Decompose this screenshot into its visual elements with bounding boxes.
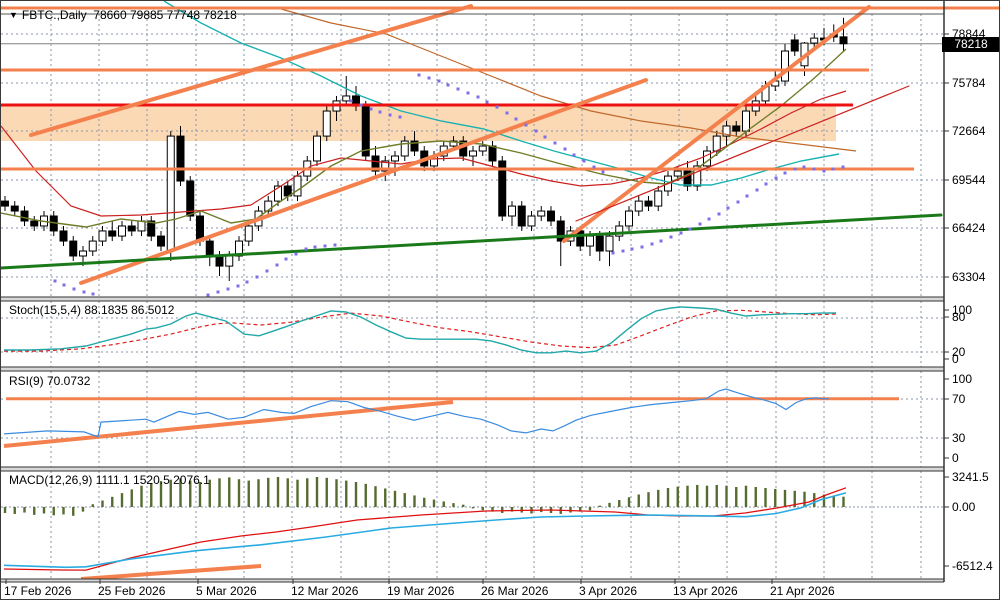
pane-frames [1, 1, 945, 583]
ma-red-line [1, 90, 847, 217]
svg-text:80: 80 [952, 310, 966, 324]
svg-text:3 Apr 2026: 3 Apr 2026 [579, 584, 637, 598]
svg-text:0: 0 [952, 352, 959, 366]
svg-text:17 Feb 2026: 17 Feb 2026 [4, 584, 72, 598]
svg-text:21 Apr 2026: 21 Apr 2026 [770, 584, 835, 598]
svg-text:-6512.4: -6512.4 [952, 559, 993, 573]
svg-text:12 Mar 2026: 12 Mar 2026 [291, 584, 359, 598]
macd-pane [3, 477, 847, 581]
svg-text:30: 30 [952, 431, 966, 445]
resistance-zone-band [1, 105, 836, 141]
chart-title: ▼ FBTC.,Daily 78660 79885 77748 78218 [9, 8, 237, 22]
svg-text:100: 100 [952, 303, 972, 317]
svg-text:100: 100 [952, 372, 972, 386]
stoch-k-line [4, 306, 837, 354]
ohlc-readout: 78660 79885 77748 78218 [93, 8, 237, 22]
svg-text:3241.5: 3241.5 [952, 470, 989, 484]
date-axis: 17 Feb 2026 25 Feb 2026 5 Mar 2026 12 Mar 2… [4, 579, 835, 598]
svg-text:5 Mar 2026: 5 Mar 2026 [196, 584, 257, 598]
rsi-pane [3, 388, 899, 448]
price-axis: 7884475784726646954466424633041008020010… [944, 27, 993, 573]
grid-lines [1, 14, 944, 579]
symbol-period-label: FBTC.,Daily [21, 8, 87, 22]
svg-text:66424: 66424 [952, 221, 986, 235]
rsi-line [3, 388, 830, 438]
svg-text:0: 0 [952, 451, 959, 465]
svg-text:72664: 72664 [952, 124, 986, 138]
svg-text:75784: 75784 [952, 76, 986, 90]
svg-text:70: 70 [952, 392, 966, 406]
svg-text:19 Mar 2026: 19 Mar 2026 [387, 584, 455, 598]
stoch-indicator-label: Stoch(15,5,4) 88.1835 86.5012 [9, 303, 175, 317]
svg-text:63304: 63304 [952, 270, 986, 284]
rsi-trend-line [3, 400, 454, 448]
svg-text:69544: 69544 [952, 173, 986, 187]
symbol-dropdown-icon[interactable]: ▼ [9, 10, 18, 20]
current-price-badge: 78218 [942, 37, 999, 52]
object-lines [1, 4, 999, 285]
svg-text:25 Feb 2026: 25 Feb 2026 [98, 584, 166, 598]
ma-olive-line [1, 48, 847, 228]
svg-text:13 Apr 2026: 13 Apr 2026 [673, 584, 738, 598]
macd-indicator-label: MACD(12,26,9) 1111.1 1520.5 2076.1 [9, 473, 210, 487]
svg-text:0.00: 0.00 [952, 500, 976, 514]
rsi-indicator-label: RSI(9) 70.0732 [9, 374, 91, 388]
svg-text:26 Mar 2026: 26 Mar 2026 [481, 584, 549, 598]
macd-main-line [3, 492, 847, 569]
stoch-d-line [4, 309, 837, 352]
macd-trend-line [80, 564, 262, 581]
svg-text:20: 20 [952, 345, 966, 359]
stochastic-pane [4, 306, 837, 354]
ma-teal-line [163, 1, 840, 186]
macd-signal-line [3, 487, 847, 571]
